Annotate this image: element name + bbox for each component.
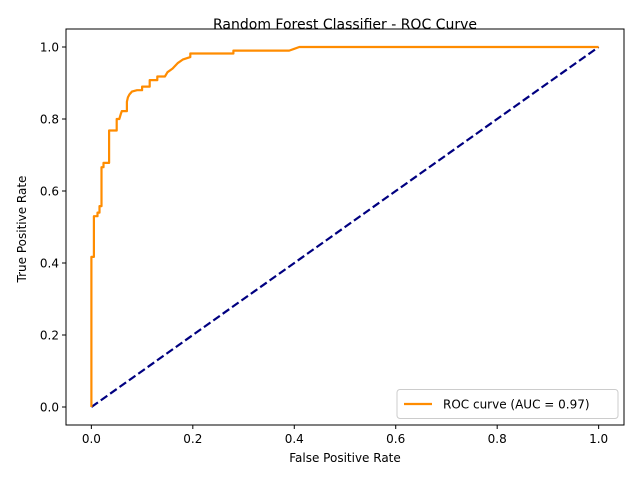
x-tick-label: 0.2 bbox=[183, 432, 202, 446]
x-tick-label: 1.0 bbox=[589, 432, 608, 446]
y-tick-label: 0.2 bbox=[40, 329, 59, 343]
x-tick-label: 0.8 bbox=[488, 432, 507, 446]
legend: ROC curve (AUC = 0.97) bbox=[396, 389, 619, 419]
y-axis: 0.0 0.2 0.4 0.6 0.8 1.0 bbox=[40, 41, 66, 415]
x-tick-label: 0.6 bbox=[386, 432, 405, 446]
x-tick-label: 0.4 bbox=[285, 432, 304, 446]
series-layer bbox=[90, 45, 600, 408]
x-axis: 0.0 0.2 0.4 0.6 0.8 1.0 bbox=[82, 425, 608, 446]
y-axis-label: True Positive Rate bbox=[15, 176, 29, 284]
y-tick-label: 0.4 bbox=[40, 257, 59, 271]
x-tick-label: 0.0 bbox=[82, 432, 101, 446]
chance-diagonal-line bbox=[90, 46, 600, 408]
chart-title: Random Forest Classifier - ROC Curve bbox=[213, 17, 477, 33]
y-tick-label: 0.6 bbox=[40, 185, 59, 199]
legend-label-roc: ROC curve (AUC = 0.97) bbox=[443, 398, 590, 412]
y-tick-label: 0.0 bbox=[40, 401, 59, 415]
x-axis-label: False Positive Rate bbox=[289, 451, 401, 465]
legend-box bbox=[396, 389, 619, 419]
y-tick-label: 1.0 bbox=[40, 41, 59, 55]
y-tick-label: 0.8 bbox=[40, 113, 59, 127]
roc-curve-line bbox=[90, 45, 599, 407]
plot-area-frame bbox=[65, 28, 625, 426]
